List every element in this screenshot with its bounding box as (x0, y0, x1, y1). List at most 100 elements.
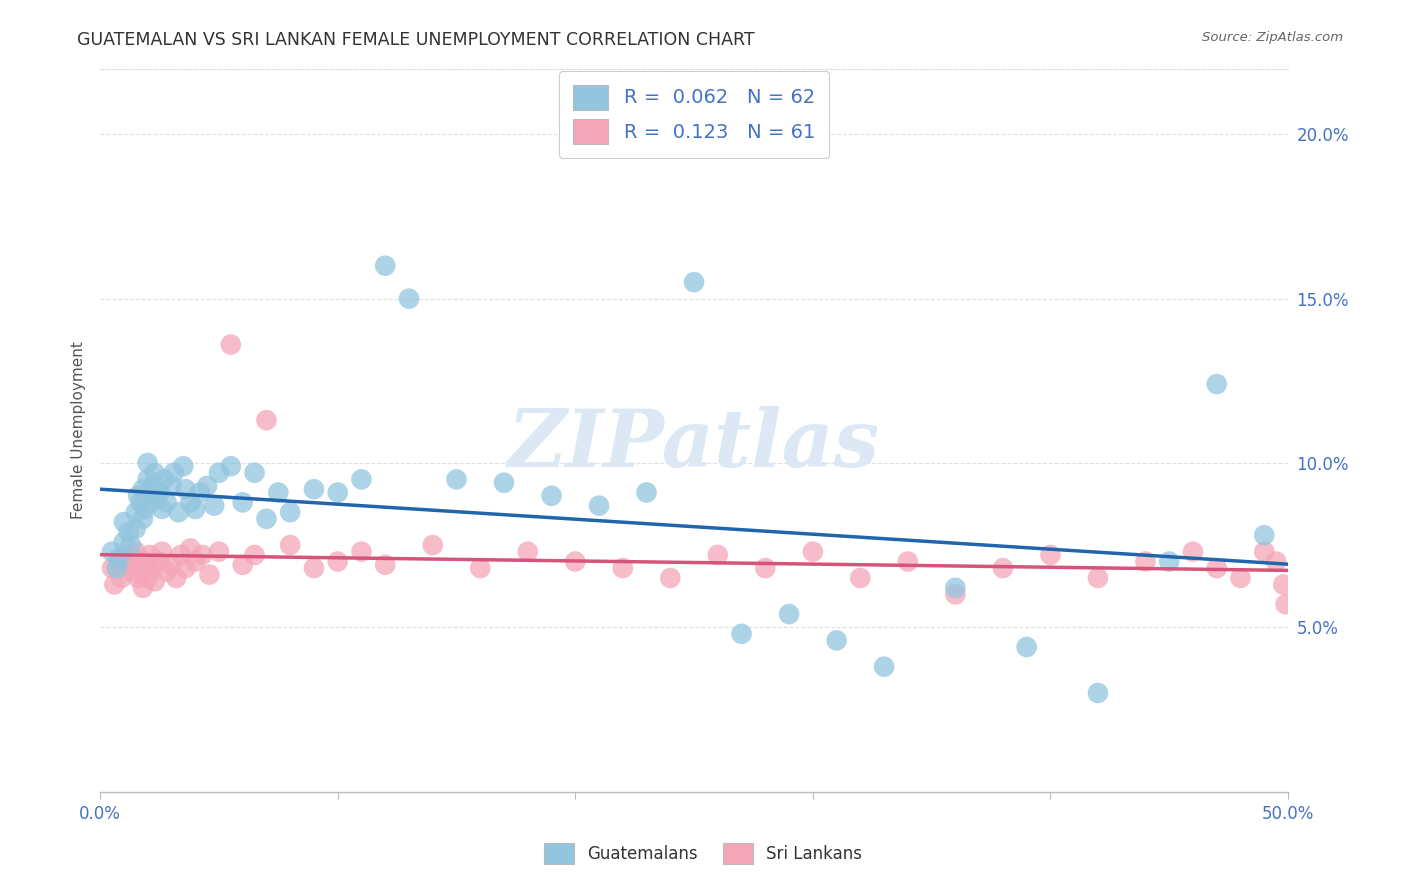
Point (897, 555, 920, 569)
Point (991, 561, 1014, 575)
Point (117, 524, 139, 539)
Point (125, 522, 148, 536)
Point (1087, 571, 1109, 585)
Point (195, 479, 218, 493)
Point (302, 482, 325, 496)
Point (136, 571, 159, 585)
Point (1272, 577, 1295, 591)
Point (422, 538, 444, 552)
Point (1205, 377, 1227, 392)
Point (945, 581, 967, 595)
Point (446, 472, 468, 486)
Point (179, 495, 201, 509)
Point (112, 515, 135, 529)
Point (208, 466, 231, 480)
Point (184, 555, 207, 569)
Point (136, 456, 159, 470)
Point (374, 259, 396, 273)
Point (243, 466, 266, 480)
Point (160, 479, 183, 493)
Point (278, 538, 301, 552)
Point (132, 512, 155, 526)
Point (110, 571, 132, 585)
Point (1253, 544, 1275, 558)
Point (120, 565, 142, 579)
Point (134, 502, 156, 516)
Point (198, 567, 221, 582)
Point (202, 499, 225, 513)
Point (636, 485, 658, 500)
Point (1039, 548, 1062, 562)
Point (143, 466, 166, 480)
Point (141, 479, 163, 493)
Point (127, 489, 149, 503)
Point (115, 558, 138, 572)
Point (132, 482, 155, 496)
Point (120, 538, 142, 552)
Point (564, 555, 586, 569)
Point (825, 633, 848, 648)
Point (129, 495, 152, 509)
Point (156, 495, 179, 509)
Point (302, 561, 325, 575)
Point (232, 495, 254, 509)
Point (873, 659, 896, 673)
Point (143, 574, 166, 589)
Point (1229, 571, 1251, 585)
Point (1265, 555, 1288, 569)
Point (112, 548, 135, 562)
Point (540, 489, 562, 503)
Point (125, 505, 148, 519)
Point (167, 505, 190, 519)
Point (398, 292, 420, 306)
Point (191, 548, 214, 562)
Point (1135, 555, 1157, 569)
Point (129, 561, 152, 575)
Point (179, 541, 201, 556)
Point (707, 548, 730, 562)
Point (278, 505, 301, 519)
Point (612, 561, 634, 575)
Point (132, 581, 155, 595)
Point (778, 607, 800, 621)
Point (1205, 561, 1227, 575)
Point (219, 337, 242, 351)
Point (105, 561, 128, 575)
Point (945, 587, 967, 601)
Point (492, 475, 515, 490)
Point (174, 561, 197, 575)
Point (127, 571, 149, 585)
Y-axis label: Female Unemployment: Female Unemployment (72, 341, 86, 519)
Point (1181, 544, 1204, 558)
Point (146, 492, 169, 507)
Point (160, 558, 183, 572)
Point (730, 627, 752, 641)
Point (103, 577, 125, 591)
Point (125, 544, 148, 558)
Point (801, 544, 824, 558)
Point (267, 485, 290, 500)
Point (172, 459, 194, 474)
Point (112, 534, 135, 549)
Text: GUATEMALAN VS SRI LANKAN FEMALE UNEMPLOYMENT CORRELATION CHART: GUATEMALAN VS SRI LANKAN FEMALE UNEMPLOY… (77, 31, 755, 49)
Point (170, 548, 193, 562)
Point (254, 512, 277, 526)
Point (108, 555, 131, 569)
Point (1015, 640, 1038, 654)
Point (208, 544, 231, 558)
Point (243, 548, 266, 562)
Point (139, 548, 162, 562)
Point (254, 413, 277, 427)
Point (122, 551, 145, 566)
Point (150, 502, 173, 516)
Point (470, 561, 492, 575)
Point (148, 555, 170, 569)
Point (350, 544, 373, 558)
Point (153, 472, 176, 486)
Text: Source: ZipAtlas.com: Source: ZipAtlas.com (1202, 31, 1343, 45)
Point (150, 544, 173, 558)
Legend: Guatemalans, Sri Lankans: Guatemalans, Sri Lankans (537, 837, 869, 871)
Point (139, 495, 162, 509)
Text: ZIPatlas: ZIPatlas (508, 406, 880, 483)
Point (849, 571, 872, 585)
